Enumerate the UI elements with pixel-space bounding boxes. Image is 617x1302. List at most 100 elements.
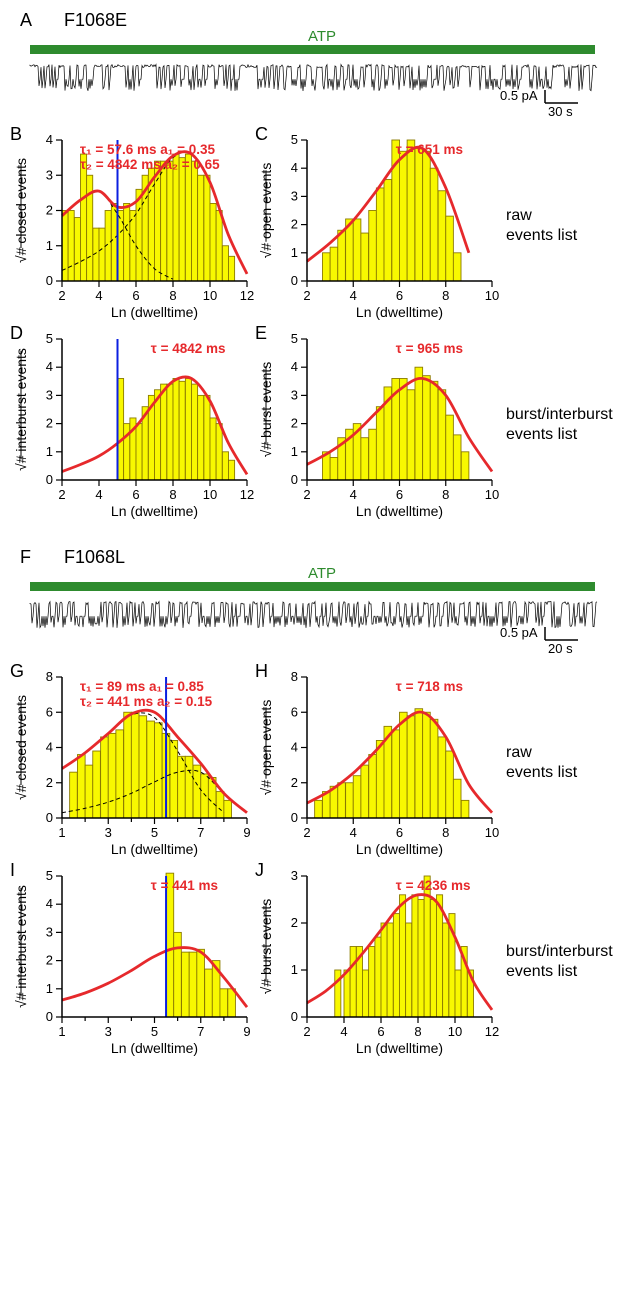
panel-D: D 24681012012345Ln (dwelltime)√# interbu… <box>10 327 255 522</box>
row-DE: D 24681012012345Ln (dwelltime)√# interbu… <box>10 327 607 522</box>
svg-text:2: 2 <box>303 288 310 303</box>
svg-text:τ₁ = 57.6 ms a₁ = 0.35: τ₁ = 57.6 ms a₁ = 0.35 <box>80 142 216 157</box>
svg-text:τ = 441 ms: τ = 441 ms <box>151 878 218 893</box>
svg-text:30 s: 30 s <box>548 104 573 119</box>
svg-text:4: 4 <box>350 825 357 840</box>
svg-text:0: 0 <box>46 472 53 487</box>
svg-text:1: 1 <box>46 238 53 253</box>
svg-text:8: 8 <box>442 487 449 502</box>
svg-text:τ = 965 ms: τ = 965 ms <box>396 341 463 356</box>
svg-text:2: 2 <box>291 416 298 431</box>
svg-text:2: 2 <box>46 416 53 431</box>
svg-text:τ₁ = 89 ms a₁ = 0.85: τ₁ = 89 ms a₁ = 0.85 <box>80 679 204 694</box>
panel-label-D: D <box>10 323 23 344</box>
panel-A-title: F1068E <box>64 10 127 31</box>
svg-text:Ln (dwelltime): Ln (dwelltime) <box>356 841 443 857</box>
panel-G: G 1357902468Ln (dwelltime)√# closed even… <box>10 665 255 860</box>
svg-text:8: 8 <box>46 669 53 684</box>
svg-text:Ln (dwelltime): Ln (dwelltime) <box>111 841 198 857</box>
svg-text:8: 8 <box>442 825 449 840</box>
side-label-DE: burst/interburst events list <box>506 405 613 445</box>
svg-text:Ln (dwelltime): Ln (dwelltime) <box>111 503 198 519</box>
svg-text:8: 8 <box>169 487 176 502</box>
svg-text:0: 0 <box>46 1009 53 1024</box>
panel-label-A: A <box>20 10 32 31</box>
chart-C: 246810012345Ln (dwelltime)√# open events… <box>255 128 500 323</box>
svg-text:5: 5 <box>46 331 53 346</box>
side-text: burst/interburst <box>506 943 613 960</box>
panel-label-I: I <box>10 860 15 881</box>
panel-J: J 246810120123Ln (dwelltime)√# burst eve… <box>255 864 500 1059</box>
panel-C: C 246810012345Ln (dwelltime)√# open even… <box>255 128 500 323</box>
svg-text:6: 6 <box>132 487 139 502</box>
svg-text:6: 6 <box>46 704 53 719</box>
svg-text:3: 3 <box>105 825 112 840</box>
svg-text:3: 3 <box>291 387 298 402</box>
chart-I: 13579012345Ln (dwelltime)√# interburst e… <box>10 864 255 1059</box>
svg-text:3: 3 <box>291 188 298 203</box>
svg-text:0.5 pA: 0.5 pA <box>500 88 538 103</box>
svg-text:4: 4 <box>340 1024 347 1039</box>
svg-text:7: 7 <box>197 825 204 840</box>
svg-text:0: 0 <box>291 472 298 487</box>
svg-text:6: 6 <box>377 1024 384 1039</box>
svg-text:τ₂ = 4842 ms a₂ = 0.65: τ₂ = 4842 ms a₂ = 0.65 <box>80 157 220 172</box>
svg-text:2: 2 <box>291 775 298 790</box>
svg-text:4: 4 <box>350 288 357 303</box>
scale-A: 0.5 pA 30 s <box>490 88 580 123</box>
svg-text:4: 4 <box>95 487 102 502</box>
svg-text:2: 2 <box>46 203 53 218</box>
panel-H: H 24681002468Ln (dwelltime)√# open event… <box>255 665 500 860</box>
svg-text:8: 8 <box>169 288 176 303</box>
svg-text:9: 9 <box>243 1024 250 1039</box>
side-text: raw <box>506 744 532 761</box>
svg-text:10: 10 <box>485 487 499 502</box>
panel-label-B: B <box>10 124 22 145</box>
panel-label-C: C <box>255 124 268 145</box>
svg-text:6: 6 <box>291 704 298 719</box>
atp-label-A: ATP <box>308 28 336 45</box>
svg-text:Ln (dwelltime): Ln (dwelltime) <box>356 1040 443 1056</box>
svg-text:τ = 4842 ms: τ = 4842 ms <box>151 341 226 356</box>
chart-B: 2468101201234Ln (dwelltime)√# closed eve… <box>10 128 255 323</box>
svg-text:4: 4 <box>95 288 102 303</box>
panel-E: E 246810012345Ln (dwelltime)√# burst eve… <box>255 327 500 522</box>
svg-text:6: 6 <box>396 288 403 303</box>
svg-text:τ₂ = 441 ms a₂ = 0.15: τ₂ = 441 ms a₂ = 0.15 <box>80 694 213 709</box>
svg-text:4: 4 <box>46 359 53 374</box>
svg-text:3: 3 <box>105 1024 112 1039</box>
side-label-GH: raw events list <box>506 743 577 783</box>
svg-text:1: 1 <box>58 1024 65 1039</box>
svg-text:20 s: 20 s <box>548 641 573 656</box>
svg-text:1: 1 <box>46 981 53 996</box>
svg-text:Ln (dwelltime): Ln (dwelltime) <box>111 1040 198 1056</box>
svg-text:1: 1 <box>58 825 65 840</box>
svg-text:4: 4 <box>46 132 53 147</box>
svg-text:3: 3 <box>46 167 53 182</box>
chart-J: 246810120123Ln (dwelltime)√# burst event… <box>255 864 500 1059</box>
svg-text:5: 5 <box>291 331 298 346</box>
chart-H: 24681002468Ln (dwelltime)√# open eventsτ… <box>255 665 500 860</box>
chart-E: 246810012345Ln (dwelltime)√# burst event… <box>255 327 500 522</box>
svg-text:0: 0 <box>291 1009 298 1024</box>
svg-text:5: 5 <box>151 1024 158 1039</box>
panel-label-G: G <box>10 661 24 682</box>
svg-text:2: 2 <box>303 487 310 502</box>
svg-text:2: 2 <box>291 915 298 930</box>
chart-D: 24681012012345Ln (dwelltime)√# interburs… <box>10 327 255 522</box>
svg-text:4: 4 <box>350 487 357 502</box>
svg-text:5: 5 <box>151 825 158 840</box>
svg-text:1: 1 <box>291 962 298 977</box>
atp-bar-A <box>30 45 595 54</box>
row-IJ: I 13579012345Ln (dwelltime)√# interburst… <box>10 864 607 1059</box>
atp-bar-F <box>30 582 595 591</box>
svg-text:2: 2 <box>291 217 298 232</box>
svg-text:8: 8 <box>442 288 449 303</box>
svg-text:7: 7 <box>197 1024 204 1039</box>
side-text: raw <box>506 207 532 224</box>
svg-text:10: 10 <box>203 288 217 303</box>
svg-text:0: 0 <box>46 273 53 288</box>
svg-text:3: 3 <box>46 924 53 939</box>
panel-label-F: F <box>20 547 31 568</box>
svg-text:4: 4 <box>291 160 298 175</box>
